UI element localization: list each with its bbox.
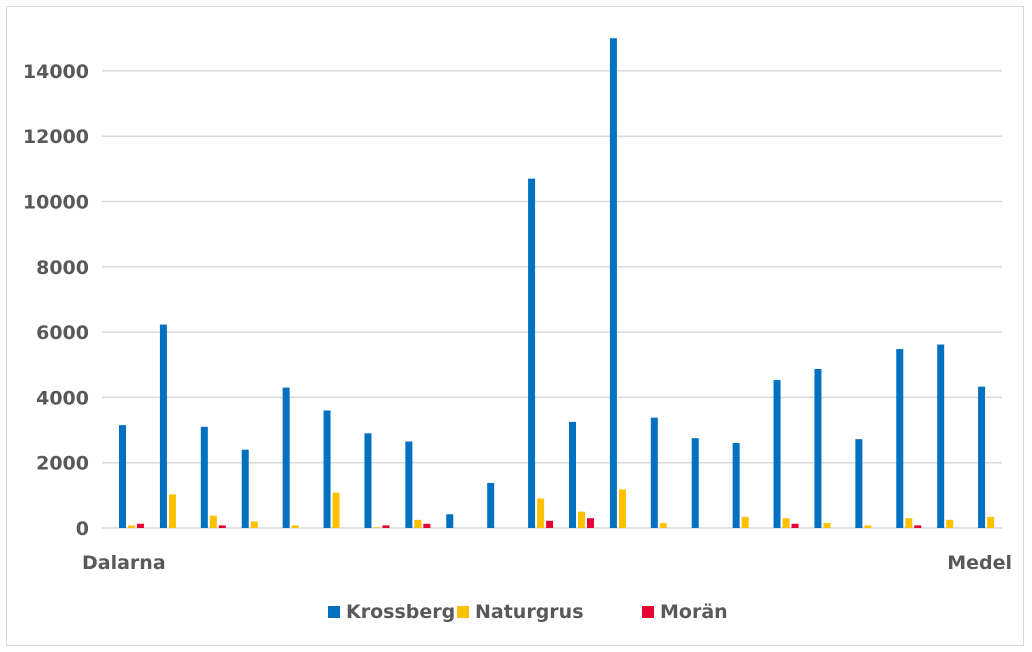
bar-krossberg (405, 441, 413, 528)
y-tick-label: 12000 (23, 126, 89, 148)
bar-krossberg (528, 178, 536, 528)
y-tick-label: 0 (76, 518, 89, 540)
legend-swatch (457, 606, 469, 618)
bar-naturgrus (659, 523, 667, 528)
bar-naturgrus (250, 521, 258, 528)
legend: Krossberg Naturgrus Morän (328, 601, 728, 623)
bar-naturgrus (823, 523, 831, 528)
bar-krossberg (773, 380, 781, 528)
bar-krossberg (937, 344, 945, 528)
bar-krossberg (364, 433, 372, 528)
y-tick-label: 6000 (36, 322, 89, 344)
bar-naturgrus (946, 519, 954, 528)
legend-swatch (328, 606, 340, 618)
legend-swatch (642, 606, 654, 618)
legend-label: Naturgrus (475, 601, 584, 623)
bar-mor-n (587, 518, 594, 528)
legend-label: Krossberg (346, 601, 455, 623)
y-tick-label: 8000 (36, 257, 89, 279)
bar-krossberg (487, 482, 495, 528)
labels-layer: 0 2000 4000 6000 8000 10000 12000 14000 Dalarna M… (23, 61, 1012, 574)
bar-krossberg (569, 421, 576, 528)
bar-mor-n (218, 525, 226, 528)
x-category-label: Medel (947, 552, 1012, 574)
y-tick-label: 10000 (23, 192, 89, 214)
bar-naturgrus (537, 498, 545, 528)
bar-naturgrus (414, 519, 422, 528)
bar-mor-n (423, 523, 431, 528)
bar-naturgrus (578, 511, 585, 528)
bar-naturgrus (905, 518, 913, 528)
bar-naturgrus (168, 494, 176, 528)
bar-krossberg (241, 449, 249, 528)
y-tick-label: 4000 (36, 387, 89, 409)
x-category-label: Dalarna (82, 552, 166, 574)
bar-chart: 0 2000 4000 6000 8000 10000 12000 14000 Dalarna M… (23, 38, 1012, 623)
bar-mor-n (914, 525, 922, 528)
bar-naturgrus (291, 525, 299, 528)
bar-krossberg (650, 417, 658, 528)
bar-naturgrus (618, 489, 626, 528)
bar-krossberg (200, 426, 208, 528)
bar-krossberg (282, 387, 290, 528)
bar-naturgrus (987, 516, 995, 528)
bar-krossberg (159, 324, 167, 528)
bar-krossberg (732, 443, 740, 528)
bar-naturgrus (128, 525, 135, 528)
bar-mor-n (137, 523, 144, 528)
bar-krossberg (446, 514, 454, 528)
bar-naturgrus (741, 516, 749, 528)
bar-mor-n (791, 523, 799, 528)
bar-krossberg (978, 386, 986, 528)
bar-krossberg (896, 349, 904, 528)
bar-krossberg (119, 425, 126, 528)
bar-krossberg (323, 410, 331, 528)
bar-naturgrus (332, 492, 340, 528)
y-tick-label: 2000 (36, 453, 89, 475)
bar-krossberg (814, 368, 822, 528)
chart-container: 0 2000 4000 6000 8000 10000 12000 14000 Dalarna M… (6, 6, 1024, 646)
y-tick-label: 14000 (23, 61, 89, 83)
bars-layer (119, 38, 995, 528)
bar-krossberg (609, 38, 617, 528)
bar-krossberg (855, 439, 863, 528)
legend-label: Morän (660, 601, 728, 623)
bar-naturgrus (373, 527, 381, 528)
bar-naturgrus (209, 515, 217, 528)
bar-naturgrus (864, 525, 872, 528)
grid-layer (102, 70, 1002, 529)
bar-mor-n (382, 525, 390, 528)
bar-naturgrus (782, 518, 790, 528)
bar-mor-n (546, 520, 554, 528)
bar-krossberg (691, 438, 699, 528)
